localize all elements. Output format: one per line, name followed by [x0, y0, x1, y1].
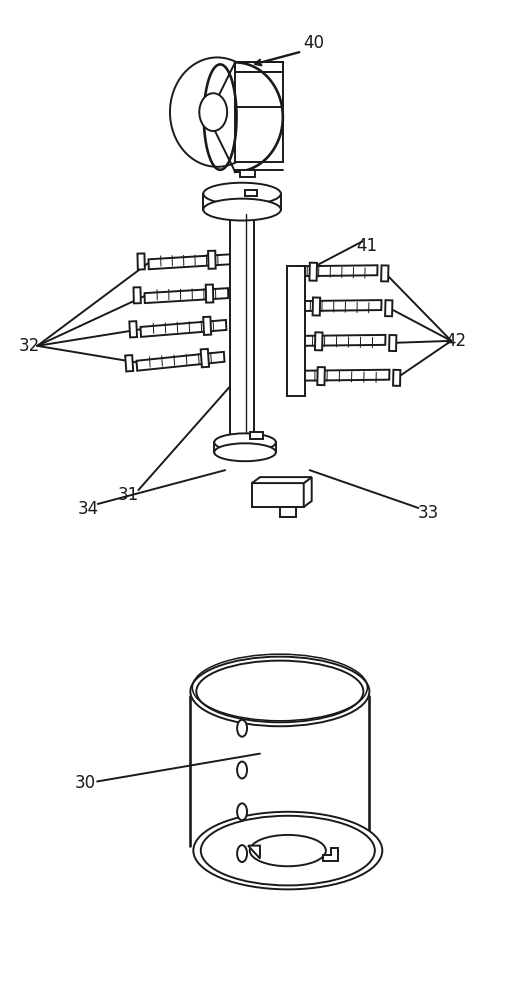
Polygon shape [252, 483, 304, 507]
Ellipse shape [237, 845, 247, 862]
Ellipse shape [170, 57, 265, 167]
Polygon shape [250, 432, 263, 439]
Ellipse shape [203, 199, 281, 221]
Polygon shape [299, 335, 385, 346]
Polygon shape [389, 335, 397, 351]
Polygon shape [203, 317, 211, 335]
Polygon shape [248, 846, 260, 859]
Polygon shape [240, 170, 255, 177]
Polygon shape [208, 251, 216, 269]
Ellipse shape [203, 183, 281, 205]
Ellipse shape [237, 803, 247, 820]
Ellipse shape [201, 816, 375, 885]
Ellipse shape [199, 93, 227, 131]
Polygon shape [125, 355, 133, 371]
Polygon shape [313, 297, 320, 316]
Ellipse shape [237, 720, 247, 737]
Text: 30: 30 [75, 774, 96, 792]
Polygon shape [297, 300, 382, 311]
Polygon shape [137, 253, 145, 270]
Text: 33: 33 [417, 504, 439, 522]
Polygon shape [245, 190, 257, 196]
Polygon shape [315, 332, 322, 350]
Polygon shape [136, 352, 224, 371]
Text: 40: 40 [304, 34, 324, 52]
Text: 42: 42 [446, 332, 467, 350]
Polygon shape [381, 265, 388, 281]
Polygon shape [301, 370, 389, 381]
Text: 34: 34 [77, 500, 98, 518]
Polygon shape [322, 848, 338, 861]
Polygon shape [310, 263, 317, 281]
Polygon shape [235, 62, 283, 72]
Polygon shape [304, 477, 312, 507]
Polygon shape [230, 214, 254, 445]
Polygon shape [145, 288, 228, 303]
Polygon shape [129, 321, 137, 337]
Polygon shape [201, 349, 209, 367]
Polygon shape [252, 477, 312, 483]
Polygon shape [206, 285, 213, 303]
Polygon shape [295, 265, 378, 276]
Ellipse shape [214, 443, 276, 461]
Polygon shape [385, 300, 392, 316]
Polygon shape [141, 320, 226, 337]
Text: 41: 41 [357, 237, 378, 255]
Ellipse shape [250, 835, 326, 866]
Polygon shape [235, 72, 283, 162]
Polygon shape [280, 507, 296, 517]
Polygon shape [287, 266, 305, 396]
Polygon shape [133, 287, 141, 303]
Ellipse shape [191, 657, 369, 726]
Ellipse shape [193, 812, 382, 889]
Polygon shape [317, 367, 325, 385]
Ellipse shape [196, 661, 363, 722]
Polygon shape [149, 254, 230, 269]
Text: 31: 31 [118, 486, 139, 504]
Text: 32: 32 [19, 337, 40, 355]
Ellipse shape [237, 762, 247, 778]
Polygon shape [393, 370, 401, 386]
Ellipse shape [214, 433, 276, 451]
